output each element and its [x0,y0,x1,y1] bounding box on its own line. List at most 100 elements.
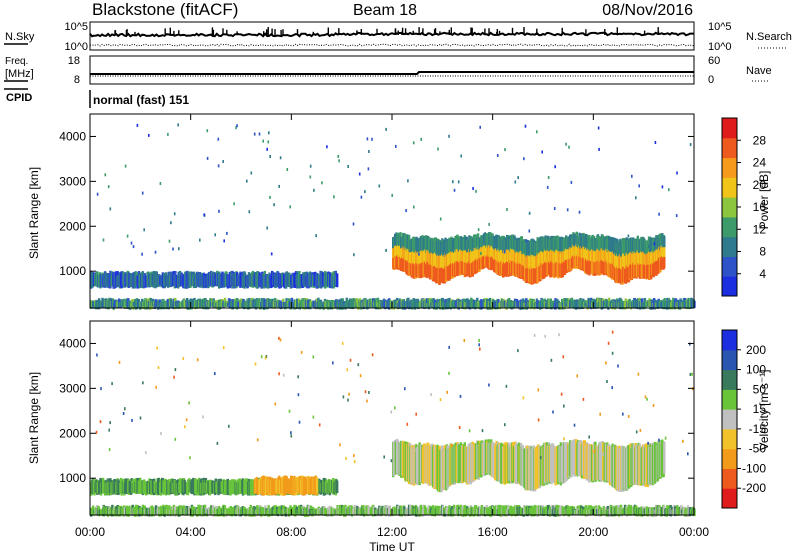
velocity-cell [109,421,111,425]
velocity-colorbar-title: Velocity [m s⁻¹] [757,369,771,450]
power-cell [266,226,268,230]
power-cell [168,239,171,243]
freq-panel [89,55,695,85]
power-cell [211,298,214,307]
power-colorbar-swatch [722,118,737,139]
power-cell [360,195,363,199]
y-tick-label: 1000 [59,264,86,278]
y-tick-label: 2000 [59,219,86,233]
time-axis-ticks: 00:00 04:00 08:00 12:00 16:00 20:00 00:00 [75,525,709,539]
velocity-cell [627,415,630,418]
nave-tick-top: 60 [708,55,720,67]
power-cell [130,241,133,245]
power-colorbar-tick-label: 12 [753,222,767,236]
velocity-cell [312,355,315,359]
power-cell [460,154,462,158]
power-cell [553,207,556,210]
velocity-colorbar-swatch [722,468,737,489]
power-cell [235,126,237,130]
velocity-cell [439,398,442,402]
velocity-cell [318,423,321,427]
velocity-cell [390,459,393,463]
power-colorbar-swatch [722,157,737,178]
velocity-cell [427,505,431,514]
power-colorbar-swatch [722,276,737,297]
power-cell [109,207,112,211]
power-cell [496,154,499,157]
velocity-cell [563,437,565,441]
power-cell [547,176,550,179]
power-cell [653,242,656,246]
power-ylabel: Slant Range [km] [27,167,41,259]
power-cell [309,164,312,168]
power-cell [517,176,519,180]
power-colorbar-swatch [722,216,737,238]
power-cell [250,171,253,175]
power-cell [253,132,256,136]
power-cell [689,143,692,147]
velocity-cell [544,334,546,338]
noise-right-tick-top: 10^5 [708,21,732,33]
power-cell [278,184,280,188]
velocity-cell [122,412,125,415]
velocity-cell [279,338,282,342]
power-cell [262,139,264,143]
power-cell [598,147,600,151]
velocity-cell [611,330,614,334]
power-cell [368,150,370,153]
cpid-value: normal (fast) 151 [93,93,189,107]
velocity-cell [353,454,355,458]
velocity-cell [371,353,374,357]
power-cell [457,180,460,184]
velocity-cell [260,355,263,359]
velocity-cell [290,434,293,438]
velocity-cell [415,412,417,416]
power-cell [472,187,474,190]
velocity-cell [458,426,461,429]
velocity-cell [202,415,204,419]
velocity-cell [264,356,267,360]
velocity-cell [404,387,406,391]
power-cell [395,144,397,148]
power-cell [407,179,409,183]
velocity-cell [611,351,614,355]
noise-right-tick-bottom: 10^0 [708,41,732,53]
power-cell [269,195,271,199]
power-cell [102,238,105,242]
velocity-cell [663,442,666,474]
time-tick-label: 12:00 [377,525,407,539]
velocity-cell [362,505,365,514]
power-cell [429,297,432,307]
time-axis-label: Time UT [369,540,415,554]
power-cell [199,238,201,242]
power-cell [448,134,450,138]
velocity-colorbar-tick-label: -50 [749,442,767,456]
power-cell [286,168,289,171]
power-cell [631,174,633,178]
velocity-cell [216,441,219,445]
power-cell [107,185,110,189]
power-cell [143,228,145,232]
velocity-colorbar-tick-label: -15 [749,422,767,436]
velocity-cell [339,443,341,447]
velocity-cell [539,456,542,460]
velocity-colorbar-swatch [722,448,737,469]
velocity-cell [552,410,554,414]
velocity-cell [345,456,347,460]
power-cell [248,210,251,214]
velocity-cell [256,505,259,514]
velocity-cell [459,394,462,398]
power-cell [536,130,538,134]
velocity-cell [196,358,199,362]
power-cell [566,208,569,212]
power-cell [172,247,174,251]
velocity-cell [124,407,126,411]
velocity-cell [228,424,230,428]
power-cell [290,297,294,307]
velocity-colorbar-swatch [722,349,737,371]
power-cell [321,181,323,185]
velocity-cell [157,366,160,370]
power-cell [315,234,317,238]
